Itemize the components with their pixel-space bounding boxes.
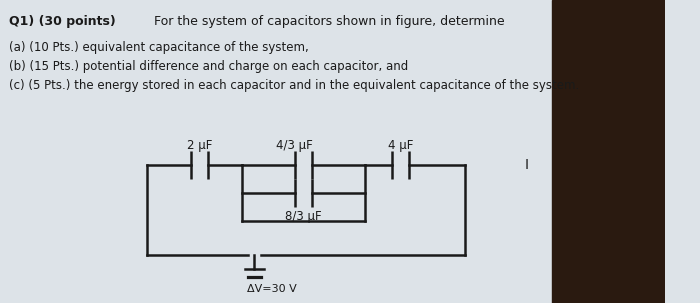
Text: (a) (10 Pts.) equivalent capacitance of the system,: (a) (10 Pts.) equivalent capacitance of … — [10, 41, 309, 54]
Text: 4 μF: 4 μF — [388, 139, 413, 152]
Text: 8/3 μF: 8/3 μF — [286, 210, 322, 223]
Text: (b) (15 Pts.) potential difference and charge on each capacitor, and: (b) (15 Pts.) potential difference and c… — [10, 60, 409, 73]
Text: 4/3 μF: 4/3 μF — [276, 139, 313, 152]
Text: 2 μF: 2 μF — [187, 139, 212, 152]
Bar — [552, 0, 664, 303]
Text: (c) (5 Pts.) the energy stored in each capacitor and in the equivalent capacitan: (c) (5 Pts.) the energy stored in each c… — [10, 79, 580, 92]
Text: ΔV=30 V: ΔV=30 V — [247, 284, 297, 294]
Text: Q1) (30 points): Q1) (30 points) — [10, 15, 116, 28]
Text: For the system of capacitors shown in figure, determine: For the system of capacitors shown in fi… — [150, 15, 505, 28]
Text: I: I — [525, 158, 529, 172]
